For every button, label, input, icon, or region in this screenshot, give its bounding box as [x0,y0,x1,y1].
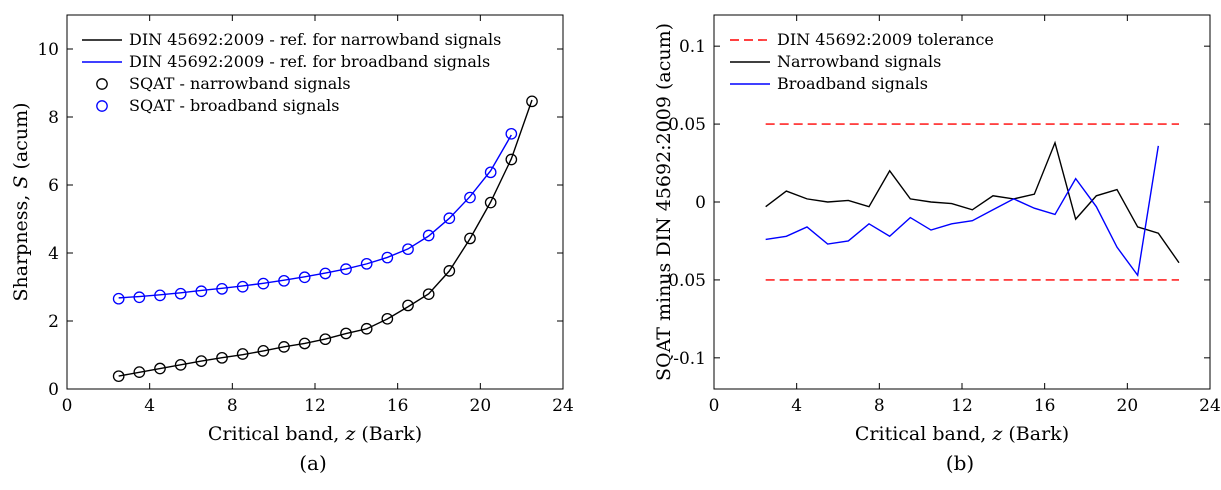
data-point [174,287,187,300]
x-tick-label: 20 [1117,396,1139,416]
data-point [402,243,414,256]
x-tick-label: 12 [304,396,326,416]
data-point [443,265,456,277]
data-point [360,257,373,270]
data-point [402,299,414,312]
x-tick-label: 0 [709,396,720,416]
legend-label: DIN 45692:2009 - ref. for narrowband sig… [129,30,501,49]
plot-frame [66,14,564,390]
data-point [216,282,228,295]
x-tick-label: 4 [144,396,155,416]
data-point [319,333,332,346]
x-tick-label: 20 [470,396,492,416]
data-point [422,229,435,242]
data-point [278,274,290,287]
data-point [236,280,249,293]
x-tick-label: 16 [1034,396,1056,416]
legend-marker [96,78,108,90]
data-point [278,341,290,353]
data-point [505,127,518,140]
x-tick-label: 8 [227,396,238,416]
data-point [257,344,270,357]
x-tick-label: 8 [874,396,885,416]
data-point [505,153,518,166]
y-tick-label: 2 [48,312,59,332]
data-point [195,285,208,298]
panel-label: (b) [946,451,974,475]
x-tick-label: 12 [951,396,973,416]
data-point [464,232,476,245]
data-point [484,166,497,179]
legend-label: SQAT - broadband signals [129,96,339,115]
series-line [765,140,1180,264]
y-tick-label: 0 [48,380,59,400]
data-point [484,196,497,209]
data-point [360,322,373,335]
data-point [319,267,332,280]
data-point [340,327,352,340]
data-point [154,289,166,302]
y-tick-label: 10 [37,40,59,60]
data-point [112,292,125,305]
panel-label: (a) [299,451,327,475]
legend-label: Narrowband signals [777,52,941,71]
legend-label: Broadband signals [777,74,928,93]
x-tick-label: 0 [62,396,73,416]
data-point [298,337,311,350]
x-axis-label: Critical band, z (Bark) [208,423,422,445]
series-line [765,145,1160,278]
y-tick-label: 0 [695,193,706,213]
y-axis-label: Sharpness, S (acum) [10,102,32,301]
series-line [118,134,512,299]
series-line [118,99,533,377]
legend-label: DIN 45692:2009 - ref. for broadband sign… [129,52,490,71]
y-tick-label: 0.05 [668,115,706,135]
y-tick-label: 4 [48,244,59,264]
y-axis-label: SQAT minus DIN 45692:2009 (acum) [653,23,675,381]
y-tick-label: 8 [48,108,59,128]
data-point [422,288,435,301]
x-tick-label: 16 [387,396,409,416]
data-point [298,271,311,284]
data-point [526,95,538,108]
data-point [340,263,352,275]
data-point [236,348,249,360]
legend-label: DIN 45692:2009 tolerance [777,30,994,49]
x-tick-label: 24 [552,396,574,416]
y-tick-label: 0.1 [679,37,706,57]
data-point [381,312,394,325]
y-tick-label: -0.1 [673,349,706,369]
panel-b: 0 4 8 12 16 20 24 -0.1 -0.05 0 0.05 0.1 Critical ban… [653,14,1221,475]
plot-frame [713,14,1211,390]
data-point [464,191,476,204]
x-tick-label: 24 [1199,396,1221,416]
data-point [112,370,125,383]
legend-marker [96,100,108,112]
legend-label: SQAT - narrowband signals [129,74,351,93]
data-point [133,291,146,304]
data-point [216,351,228,364]
data-point [381,251,394,264]
x-tick-label: 4 [791,396,802,416]
data-point [257,277,270,290]
x-axis-label: Critical band, z (Bark) [855,423,1069,445]
data-point [174,359,187,371]
data-point [133,366,146,378]
y-tick-label: 6 [48,176,59,196]
data-point [195,355,208,367]
data-point [443,212,456,225]
y-tick-label: -0.05 [662,271,706,291]
data-point [154,362,166,375]
